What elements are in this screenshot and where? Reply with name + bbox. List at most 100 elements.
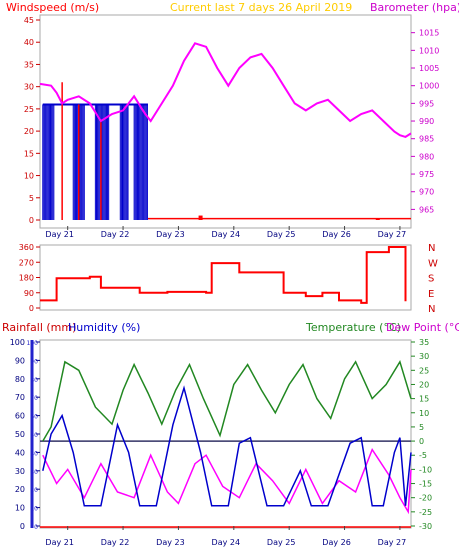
barometer-tick-label: 1010 [419, 46, 439, 55]
temperature-tick-label: 15 [419, 395, 429, 404]
day-label: Day 23 [156, 230, 185, 239]
windspeed-tick-label: 25 [24, 105, 34, 114]
humidity-ticks: 0 0 10 10 20 20 30 30 40 40 50 50 60 60 70 70 80 80 90 90 10… [10, 338, 40, 531]
barometer-tick-label: 995 [419, 99, 434, 108]
rainfall-tick-label: 70 [30, 395, 38, 402]
compass-label: S [428, 274, 434, 285]
temperature-tick-label: -20 [419, 494, 432, 503]
dew-point-line [42, 447, 412, 515]
temp-humidity-plot-area [39, 339, 412, 529]
day-label: Day 22 [101, 538, 130, 547]
day-label: Day 25 [267, 538, 296, 547]
rain-daily-bar [198, 215, 203, 220]
day-label: Day 21 [45, 538, 74, 547]
windspeed-tick-label: 40 [24, 38, 34, 47]
day-label: Day 27 [378, 538, 407, 547]
temperature-tick-label: -5 [419, 451, 427, 460]
windspeed-axis-title: Windspeed (m/s) [6, 1, 99, 14]
day-label: Day 24 [212, 538, 241, 547]
humidity-tick-label: 0 [20, 522, 25, 531]
rainfall-axis-title: Rainfall (mm) [2, 321, 76, 334]
humidity-tick-label: 20 [15, 485, 25, 494]
barometer-axis-title: Barometer (hpa) [370, 1, 459, 14]
barometer-tick-label: 985 [419, 135, 434, 144]
humidity-tick-label: 90 [15, 356, 25, 365]
barometer-tick-label: 965 [419, 205, 434, 214]
temperature-tick-label: 35 [419, 338, 429, 347]
humidity-line [42, 385, 412, 507]
day-labels-bottom: Day 21 Day 22 Day 23 Day 24 Day 25 Day 26 Day … [45, 526, 406, 547]
day-label: Day 27 [378, 230, 407, 239]
rainfall-tick-label: 100 [27, 340, 39, 347]
rainfall-tick-label: 50 [30, 432, 38, 439]
windspeed-tick-label: 0 [29, 216, 34, 225]
humidity-tick-label: 10 [15, 504, 25, 513]
windspeed-ticks: 0 5 10 15 20 25 30 35 40 45 [24, 16, 40, 225]
direction-tick-label: 90 [24, 289, 34, 298]
temperature-tick-label: 0 [419, 437, 424, 446]
humidity-tick-label: 70 [15, 393, 25, 402]
direction-ticks: 0 90 180 270 360 [19, 243, 40, 313]
temperature-ticks: -30 -25 -20 -15 -10 -5 0 5 10 15 20 25 30 35 [411, 338, 432, 531]
temperature-tick-label: 10 [419, 409, 429, 418]
windspeed-tick-label: 15 [24, 149, 34, 158]
humidity-tick-label: 40 [15, 448, 25, 457]
barometer-tick-label: 1005 [419, 64, 439, 73]
temperature-tick-label: -15 [419, 480, 432, 489]
temperature-tick-label: 20 [419, 380, 429, 389]
compass-label: N [428, 243, 435, 254]
temperature-tick-label: -10 [419, 465, 432, 474]
temperature-tick-label: 30 [419, 352, 429, 361]
rainfall-tick-label: 40 [30, 450, 38, 457]
wind-baro-series [39, 42, 412, 220]
barometer-tick-label: 990 [419, 117, 434, 126]
direction-tick-label: 180 [19, 274, 34, 283]
day-label: Day 22 [101, 230, 130, 239]
direction-tick-label: 0 [29, 304, 34, 313]
windspeed-tick-label: 45 [24, 16, 34, 25]
humidity-tick-label: 80 [15, 375, 25, 384]
temperature-tick-label: -25 [419, 508, 432, 517]
humidity-tick-label: 60 [15, 412, 25, 421]
barometer-tick-label: 975 [419, 170, 434, 179]
rainfall-tick-label: 80 [30, 377, 38, 384]
rain-daily-bar [375, 218, 380, 220]
day-label: Day 26 [322, 538, 351, 547]
wind-direction-series [40, 246, 407, 304]
rainfall-tick-label: 20 [30, 487, 38, 494]
day-label: Day 21 [45, 230, 74, 239]
barometer-tick-label: 980 [419, 152, 434, 161]
barometer-tick-label: 970 [419, 188, 434, 197]
compass-label: E [428, 289, 434, 300]
humidity-tick-label: 100 [10, 338, 25, 347]
rainfall-tick-label: 30 [30, 469, 38, 476]
rainfall-tick-label: 10 [30, 506, 38, 513]
temperature-tick-label: 5 [419, 423, 424, 432]
windspeed-tick-label: 5 [29, 194, 34, 203]
windspeed-tick-label: 20 [24, 127, 34, 136]
barometer-line [39, 42, 412, 138]
windspeed-tick-label: 35 [24, 60, 34, 69]
temperature-axis-title: Temperature (°C) [305, 321, 401, 334]
day-labels-top: Day 21 Day 22 Day 23 Day 24 Day 25 Day 26 Day … [45, 226, 406, 239]
windspeed-tick-label: 10 [24, 172, 34, 181]
rainfall-tick-label: 90 [30, 358, 38, 365]
temperature-line [42, 359, 412, 442]
rainfall-tick-label: 60 [30, 414, 38, 421]
temp-humidity-series [40, 359, 412, 528]
direction-tick-label: 270 [19, 258, 34, 267]
day-label: Day 25 [267, 230, 296, 239]
windspeed-tick-label: 30 [24, 83, 34, 92]
chart-title: Current last 7 days 26 April 2019 [170, 1, 352, 14]
day-label: Day 24 [212, 230, 241, 239]
humidity-tick-label: 30 [15, 467, 25, 476]
day-label: Day 26 [322, 230, 351, 239]
barometer-tick-label: 1015 [419, 29, 439, 38]
humidity-tick-label: 50 [15, 430, 25, 439]
barometer-ticks: 965 970 975 980 985 990 995 1000 1005 1010 1015 [411, 29, 439, 214]
dew-point-axis-title: Dew Point (°C) [386, 321, 459, 334]
wind-direction-line [40, 246, 407, 304]
temperature-tick-label: 25 [419, 366, 429, 375]
